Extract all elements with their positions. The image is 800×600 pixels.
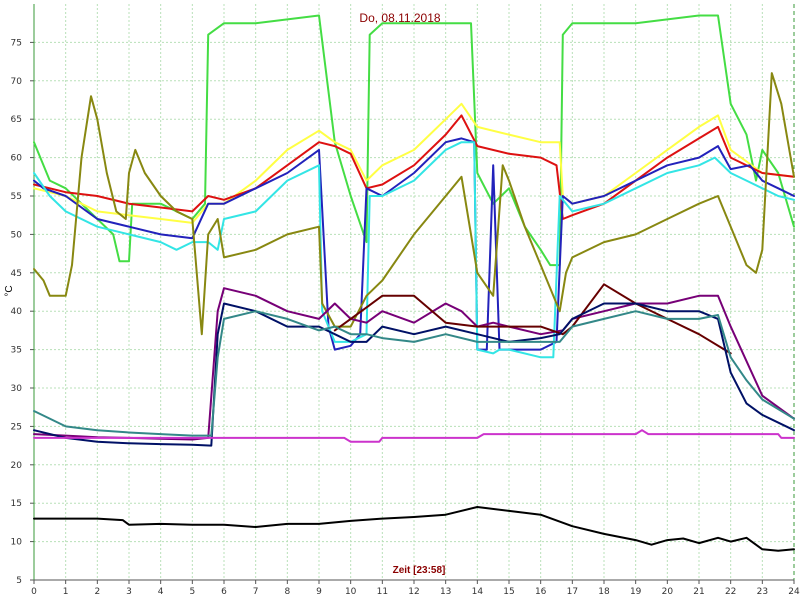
x-tick-label: 0 <box>31 587 37 597</box>
series-line <box>33 137 795 351</box>
axes <box>30 4 795 584</box>
x-tick-label: 19 <box>630 587 642 597</box>
x-tick-label: 11 <box>377 587 388 597</box>
y-tick-label: 40 <box>11 307 23 317</box>
series-line <box>33 72 795 336</box>
x-tick-label: 12 <box>408 587 419 597</box>
x-tick-label: 20 <box>662 587 674 597</box>
y-tick-label: 25 <box>11 422 22 432</box>
x-tick-label: 9 <box>316 587 322 597</box>
y-tick-label: 5 <box>16 576 22 586</box>
x-tick-label: 7 <box>253 587 259 597</box>
x-tick-label: 1 <box>63 587 69 597</box>
x-tick-label: 14 <box>472 587 484 597</box>
series-line <box>33 310 795 437</box>
x-tick-labels: 0 1 2 3 4 5 6 7 8 9 10 11 12 13 14 15 16 17 18 19 20 21 22 23 24 <box>31 587 800 597</box>
y-tick-label: 70 <box>11 77 23 87</box>
x-tick-label: 3 <box>126 587 132 597</box>
series-line <box>33 506 795 552</box>
x-tick-label: 21 <box>693 587 704 597</box>
x-tick-label: 6 <box>221 587 227 597</box>
chart-title: Do, 08.11.2018 <box>359 11 441 25</box>
x-tick-label: 18 <box>598 587 610 597</box>
series-line <box>33 287 795 441</box>
x-tick-label: 16 <box>535 587 547 597</box>
y-tick-label: 30 <box>11 384 23 394</box>
x-tick-label: 22 <box>725 587 736 597</box>
x-tick-label: 17 <box>567 587 578 597</box>
series-line <box>33 429 795 443</box>
y-tick-label: 60 <box>11 154 23 164</box>
y-tick-label: 35 <box>11 346 22 356</box>
x-tick-label: 4 <box>158 587 164 597</box>
series-line <box>33 102 795 224</box>
x-tick-label: 5 <box>189 587 195 597</box>
y-tick-label: 45 <box>11 269 22 279</box>
y-tick-label: 65 <box>11 115 22 125</box>
series-line <box>333 283 732 355</box>
y-tick-labels: 5 10 15 20 25 30 35 40 45 50 55 60 65 70 75 <box>11 38 23 586</box>
x-tick-label: 13 <box>440 587 451 597</box>
x-tick-label: 15 <box>503 587 514 597</box>
x-axis-label: Zeit [23:58] <box>393 565 446 576</box>
x-tick-label: 2 <box>94 587 100 597</box>
series-line <box>33 141 795 359</box>
x-tick-label: 23 <box>757 587 768 597</box>
y-tick-label: 10 <box>11 538 23 548</box>
x-tick-label: 8 <box>284 587 290 597</box>
series-line <box>33 114 795 220</box>
y-tick-label: 15 <box>11 499 22 509</box>
y-tick-label: 75 <box>11 38 22 48</box>
series-line <box>33 302 795 447</box>
y-tick-label: 50 <box>11 230 23 240</box>
y-tick-label: 20 <box>11 461 23 471</box>
x-tick-label: 24 <box>788 587 800 597</box>
y-axis-label: °C <box>4 285 15 296</box>
series-lines <box>33 14 795 552</box>
y-tick-label: 55 <box>11 192 22 202</box>
grid-lines <box>34 4 794 581</box>
x-tick-label: 10 <box>345 587 357 597</box>
